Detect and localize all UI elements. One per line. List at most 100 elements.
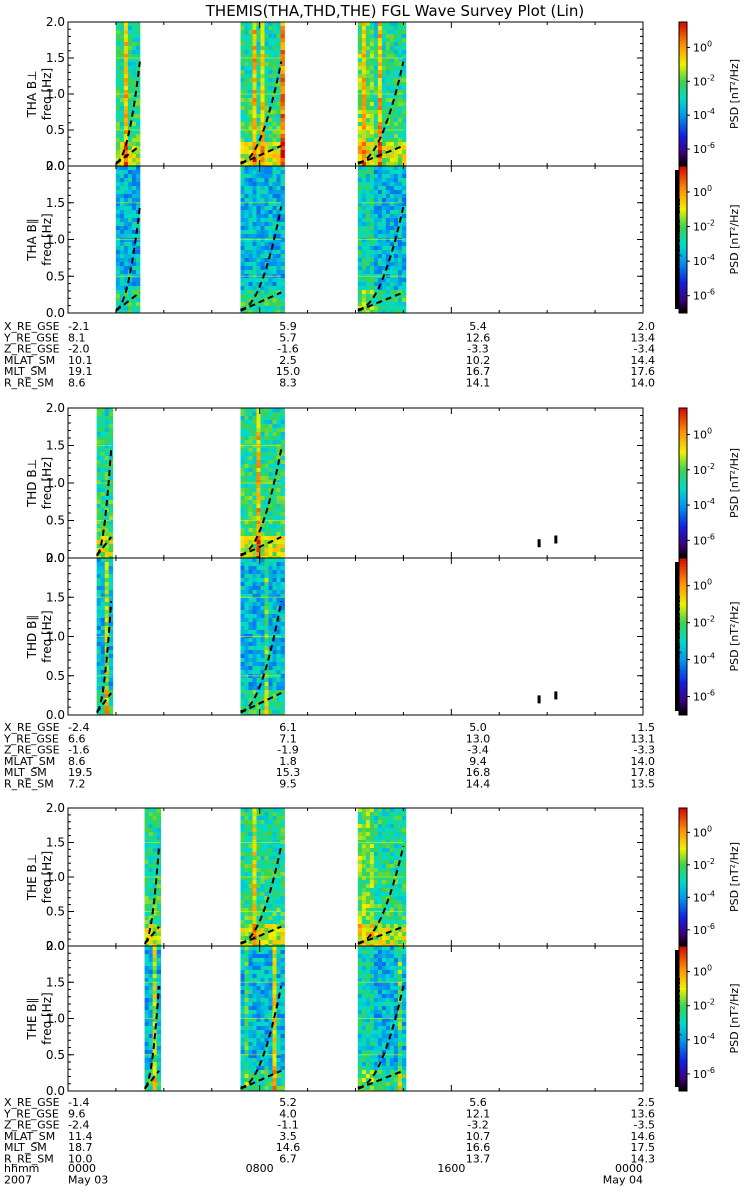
- ephemeris-value: 12.1: [466, 1107, 491, 1120]
- ephemeris-value: -3.4: [634, 343, 655, 356]
- ephemeris-value: 5.0: [469, 721, 487, 734]
- colorbar-tick-label: 100: [693, 39, 712, 54]
- harmonic-trace: [357, 291, 404, 312]
- ephemeris-value: 16.8: [466, 766, 491, 779]
- y-tick-label: 1.5: [46, 196, 65, 210]
- spectrogram-panel-thd-perp: 0.0 0.5 1.0 1.5 2.0: [46, 401, 644, 565]
- y-tick-label: 1.0: [46, 476, 65, 490]
- harmonic-trace: [115, 145, 141, 165]
- ephemeris-value: 4.0: [279, 1107, 297, 1120]
- ephemeris-row-name: MLAT_SM: [4, 1130, 55, 1143]
- y-tick-label: 1.5: [46, 836, 65, 850]
- spectrogram-panel-tha-perp: 0.0 0.5 1.0 1.5 2.0: [46, 15, 644, 173]
- axis-unit-label: freq [Hz]: [40, 68, 54, 120]
- colorbar-tick-label: 10-6: [693, 288, 715, 303]
- ephemeris-row-name: Z_RE_GSE: [4, 1119, 60, 1132]
- colorbar-tick-label: 10-4: [693, 107, 715, 122]
- y-tick-label: 0.5: [46, 123, 65, 137]
- colorbar-label: PSD [nT²/Hz]: [728, 842, 741, 912]
- ephemeris-row-name: R_RE_SM: [4, 778, 54, 791]
- ephemeris-row-name: X_RE_GSE: [4, 320, 60, 333]
- colorbar-tick-label: 10-6: [693, 141, 715, 156]
- colorbar-thd-perp: 100 10-2 10-4 10-6 PSD [nT²/Hz]: [678, 407, 741, 559]
- colorbar-tick-label: 10-2: [693, 462, 715, 477]
- panel-label: THE B⊥: [25, 854, 39, 901]
- y-tick-label: 2.0: [46, 939, 65, 953]
- y-tick-label: 0.0: [46, 306, 65, 320]
- ephemeris-value: 13.5: [631, 778, 656, 791]
- ephemeris-row-name: Y_RE_GSE: [3, 1107, 59, 1120]
- timestamp-stamp: Wed Aug 29 10:22:27 2012: [675, 198, 682, 280]
- ephemeris-value: 15.0: [276, 365, 301, 378]
- colorbar-tick-label: 10-6: [693, 922, 715, 937]
- harmonic-trace: [240, 144, 282, 165]
- ephemeris-thd: X_RE_GSE -2.4 6.1 5.0 1.5 Y_RE_GSE 6.6 7.1 13.0 1…: [3, 721, 655, 791]
- ephemeris-value: 9.4: [469, 755, 487, 768]
- harmonic-trace: [96, 692, 112, 714]
- colorbar-thd-par: 100 10-2 10-4 10-6 PSD [nT²/Hz]: [678, 557, 741, 716]
- colorbar-tick-label: 10-6: [693, 1066, 715, 1081]
- harmonic-trace: [240, 692, 282, 714]
- y-tick-label: 0.5: [46, 514, 65, 528]
- ephemeris-value: 6.7: [279, 1153, 297, 1166]
- y-tick-label: 0.0: [46, 159, 65, 173]
- axis-unit-label: freq [Hz]: [40, 610, 54, 662]
- y-tick-label: 1.0: [46, 87, 65, 101]
- y-tick-label: 0.5: [46, 269, 65, 283]
- y-tick-label: 2.0: [46, 801, 65, 815]
- chart-title: THEMIS(THA,THD,THE) FGL Wave Survey Plot…: [205, 2, 584, 20]
- ephemeris-value: 2.5: [638, 1096, 656, 1109]
- isolated-data-mark: [537, 695, 541, 704]
- ephemeris-row-name: Z_RE_GSE: [4, 744, 60, 757]
- ephemeris-value: 14.0: [631, 377, 656, 390]
- y-tick-label: 1.0: [46, 870, 65, 884]
- colorbar-tick-label: 10-4: [693, 253, 715, 268]
- spectrogram-panel-tha-par: 0.0 0.5 1.0 1.5 2.0: [46, 159, 644, 320]
- frequency-trace: [357, 985, 405, 1089]
- colorbar-the-par: 100 10-2 10-4 10-6 PSD [nT²/Hz]: [678, 945, 741, 1092]
- harmonic-trace: [357, 144, 404, 165]
- time-tick-label: 0000: [615, 1162, 643, 1175]
- ephemeris-value: 8.6: [68, 377, 86, 390]
- colorbar-tick-label: 100: [693, 426, 712, 441]
- ephemeris-value: 10.1: [68, 354, 93, 367]
- ephemeris-value: 16.6: [466, 1141, 491, 1154]
- colorbar-the-perp: 100 10-2 10-4 10-6 PSD [nT²/Hz]: [678, 807, 741, 947]
- harmonic-trace: [240, 291, 282, 312]
- ephemeris-value: 10.0: [68, 1153, 93, 1166]
- ephemeris-value: 10.2: [466, 354, 491, 367]
- ephemeris-row-name: X_RE_GSE: [4, 1096, 60, 1109]
- ephemeris-value: 7.2: [68, 778, 86, 791]
- ephemeris-value: -3.3: [467, 343, 488, 356]
- ephemeris-value: 18.7: [68, 1141, 93, 1154]
- colorbar-tick-label: 10-2: [693, 615, 715, 630]
- colorbar-label: PSD [nT²/Hz]: [728, 204, 741, 274]
- colorbar-tick-label: 100: [693, 578, 712, 593]
- ephemeris-value: 14.4: [631, 354, 656, 367]
- ephemeris-value: 1.8: [279, 755, 297, 768]
- panel-label: THD B⊥: [25, 459, 39, 508]
- harmonic-trace: [240, 1069, 282, 1090]
- y-tick-label: 2.0: [46, 401, 65, 415]
- ephemeris-value: 5.6: [469, 1096, 487, 1109]
- colorbar-tick-label: 10-2: [693, 998, 715, 1013]
- y-tick-label: 1.0: [46, 1012, 65, 1026]
- isolated-data-mark: [537, 539, 541, 548]
- stamp-bar: [675, 562, 679, 711]
- ephemeris-row-name: R_RE_SM: [4, 1153, 54, 1166]
- ephemeris-value: 14.1: [466, 377, 491, 390]
- ephemeris-value: 8.1: [68, 331, 86, 344]
- harmonic-trace: [357, 1069, 404, 1090]
- frequency-trace: [357, 206, 405, 311]
- time-row-name: hhmm: [4, 1162, 39, 1175]
- ephemeris-value: -1.1: [277, 1119, 298, 1132]
- ephemeris-value: 14.3: [631, 1153, 656, 1166]
- harmonic-trace: [143, 926, 160, 945]
- ephemeris-value: -3.5: [634, 1119, 655, 1132]
- ephemeris-value: 17.5: [631, 1141, 656, 1154]
- colorbar-label: PSD [nT²/Hz]: [728, 448, 741, 518]
- ephemeris-value: 13.6: [631, 1107, 656, 1120]
- spectrogram-panel-the-perp: 0.0 0.5 1.0 1.5 2.0: [46, 801, 644, 953]
- harmonic-trace: [115, 291, 141, 312]
- time-tick-label: 1600: [437, 1162, 465, 1175]
